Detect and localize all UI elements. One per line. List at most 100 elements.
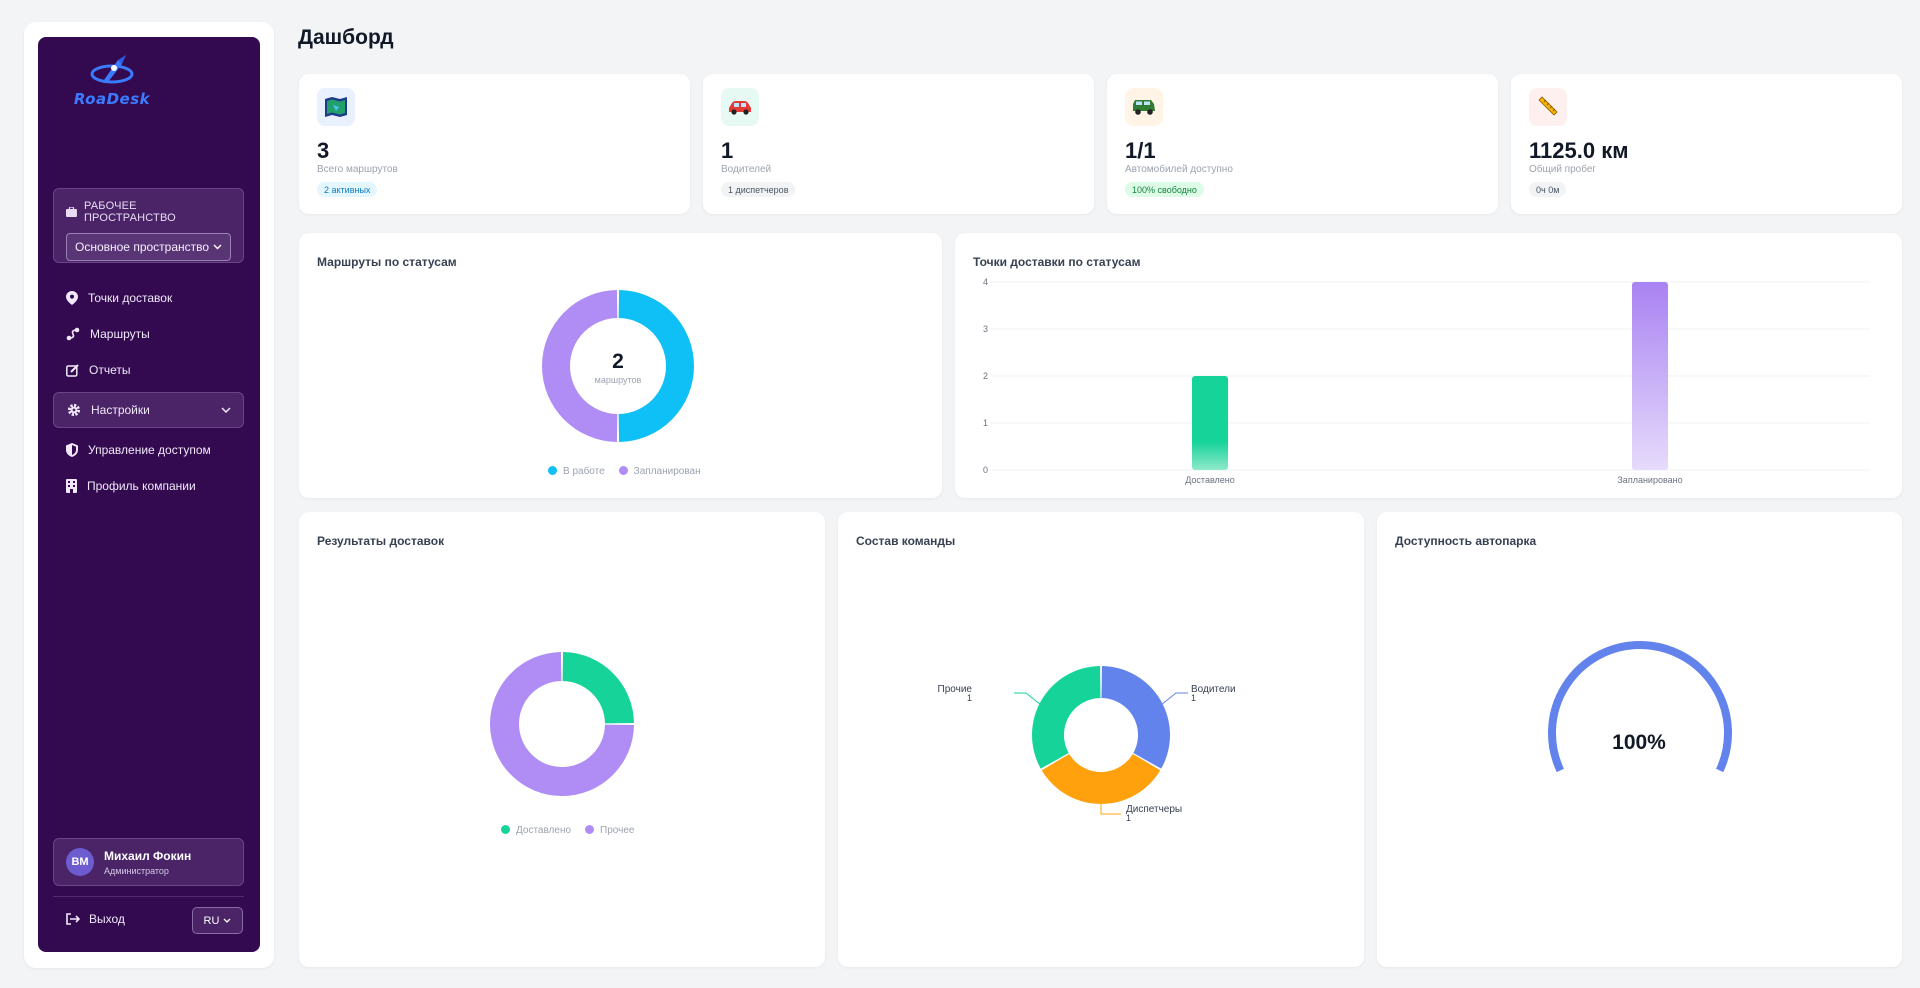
fleet-gauge (1548, 641, 1732, 773)
y-tick-label: 2 (983, 371, 988, 381)
shield-icon (66, 443, 78, 457)
sidebar-item-label: Настройки (91, 403, 150, 417)
chart-legend: Доставлено Прочее (501, 825, 634, 836)
workspace-panel: РАБОЧЕЕ ПРОСТРАНСТВО Основное пространст… (53, 188, 244, 263)
logout-icon (66, 913, 80, 925)
workspace-select-value: Основное пространство (75, 240, 210, 254)
legend-item[interactable]: В работе (548, 466, 605, 477)
user-card[interactable]: ВМ Михаил Фокин Администратор (53, 838, 244, 886)
language-value: RU (203, 914, 220, 927)
legend-item[interactable]: Прочее (585, 825, 634, 836)
legend-item[interactable]: Доставлено (501, 825, 571, 836)
sidebar-item-access[interactable]: Управление доступом (53, 432, 244, 468)
logout-label: Выход (89, 912, 125, 926)
route-icon (66, 327, 80, 341)
card-title: Состав команды (856, 534, 956, 548)
bar[interactable] (1632, 282, 1668, 470)
page-title: Дашборд (298, 26, 394, 49)
delivery-results-donut (490, 652, 634, 796)
donut-slice-other[interactable] (490, 652, 634, 796)
avatar: ВМ (66, 848, 94, 876)
routes-status-donut (541, 290, 695, 442)
logout-button[interactable]: Выход (66, 912, 125, 926)
legend-item[interactable]: Запланирован (618, 466, 701, 477)
y-tick-label: 3 (983, 324, 988, 334)
sidebar-item-settings[interactable]: Настройки (53, 392, 244, 428)
card-title: Маршруты по статусам (317, 255, 457, 269)
legend-label: Прочее (600, 825, 635, 836)
callout-line (1100, 804, 1121, 815)
stat-label: Общий пробег (1529, 164, 1597, 175)
donut-slice-planned[interactable] (541, 290, 618, 442)
stat-label: Всего маршрутов (317, 164, 398, 175)
sidebar-item-routes[interactable]: Маршруты (53, 316, 244, 352)
points-bar-chart: 0 1 2 3 4 Доставлено Запланировано (983, 277, 1870, 485)
y-tick-label: 1 (983, 418, 988, 428)
logo-text: RoaDesk (73, 90, 151, 108)
callout-line (1014, 692, 1042, 706)
ruler-icon (1529, 88, 1567, 126)
callout-value: 1 (1126, 813, 1131, 823)
callout-value: 1 (1191, 693, 1196, 703)
donut-slice-other[interactable] (1032, 666, 1101, 769)
language-select[interactable]: RU (192, 907, 243, 934)
status-badge: 100% свободно (1125, 182, 1204, 197)
workspace-label-row: РАБОЧЕЕ ПРОСТРАНСТВО (66, 200, 231, 224)
donut-slice-drivers[interactable] (1101, 666, 1170, 769)
legend-label: В работе (563, 466, 605, 477)
stat-card-drivers: 1 Водителей 1 диспетчеров (703, 74, 1094, 214)
delivery-results-card: Результаты доставок Доставлено Прочее (299, 512, 825, 967)
sidebar-item-label: Управление доступом (88, 443, 211, 457)
stat-value: 1 (721, 138, 734, 163)
app-logo[interactable]: RoaDesk (57, 52, 167, 112)
sidebar-item-company[interactable]: Профиль компании (53, 468, 244, 504)
gauge-arc[interactable] (1548, 641, 1732, 773)
card-title: Результаты доставок (317, 534, 445, 548)
callout-value: 1 (967, 693, 972, 703)
team-card: Состав команды Водители 1 Диспетчеры 1 Прочи… (838, 512, 1364, 967)
card-title: Точки доставки по статусам (973, 255, 1141, 269)
user-name: Михаил Фокин (104, 848, 192, 863)
donut-slice-dispatchers[interactable] (1041, 753, 1161, 804)
gear-icon (67, 403, 81, 417)
points-status-card: Точки доставки по статусам 0 1 2 3 4 Доставле… (955, 233, 1902, 498)
callout-label: Прочие (938, 684, 973, 695)
callout-line (1160, 692, 1188, 706)
donut-slice-delivered[interactable] (562, 652, 634, 724)
y-tick-label: 0 (983, 465, 988, 475)
donut-slice-in-work[interactable] (618, 290, 695, 442)
workspace-label: РАБОЧЕЕ ПРОСТРАНСТВО (83, 200, 176, 224)
bar[interactable] (1192, 376, 1228, 470)
fleet-card: Доступность автопарка 100% (1377, 512, 1902, 967)
sidebar-item-label: Точки доставок (88, 291, 173, 305)
car-icon (721, 88, 759, 126)
stat-card-mileage: 1125.0 км Общий пробег 0ч 0м (1511, 74, 1902, 214)
building-icon (66, 479, 77, 493)
sidebar-item-label: Профиль компании (87, 479, 196, 493)
stat-value: 3 (317, 138, 330, 163)
sidebar-item-label: Маршруты (90, 327, 150, 341)
y-tick-label: 4 (983, 277, 988, 287)
sidebar-item-reports[interactable]: Отчеты (53, 352, 244, 388)
stat-card-vehicles: 1/1 Автомобилей доступно 100% свободно (1107, 74, 1498, 214)
briefcase-icon (66, 207, 77, 217)
card-title: Доступность автопарка (1395, 534, 1537, 548)
stat-card-routes: 3 Всего маршрутов 2 активных (299, 74, 690, 214)
stat-label: Водителей (721, 164, 772, 175)
callout-label: Водители (1191, 684, 1236, 695)
workspace-select[interactable]: Основное пространство (66, 233, 231, 261)
sidebar-divider (53, 896, 244, 897)
sidebar-item-delivery-points[interactable]: Точки доставок (53, 280, 244, 316)
status-badge: 1 диспетчеров (721, 182, 796, 197)
edit-report-icon (66, 363, 79, 377)
suv-icon (1125, 88, 1163, 126)
user-info: Михаил Фокин Администратор (104, 849, 191, 876)
x-tick-label: Запланировано (1617, 475, 1682, 485)
donut-center-value: 2 (612, 350, 624, 373)
donut-center-label: маршрутов (594, 375, 642, 385)
x-tick-label: Доставлено (1185, 475, 1235, 485)
routes-status-card: Маршруты по статусам 2 маршрутов В работ… (299, 233, 942, 498)
stat-value: 1125.0 км (1529, 138, 1629, 163)
sidebar-nav: Точки доставок Маршруты Отчеты Настройки… (53, 280, 244, 504)
